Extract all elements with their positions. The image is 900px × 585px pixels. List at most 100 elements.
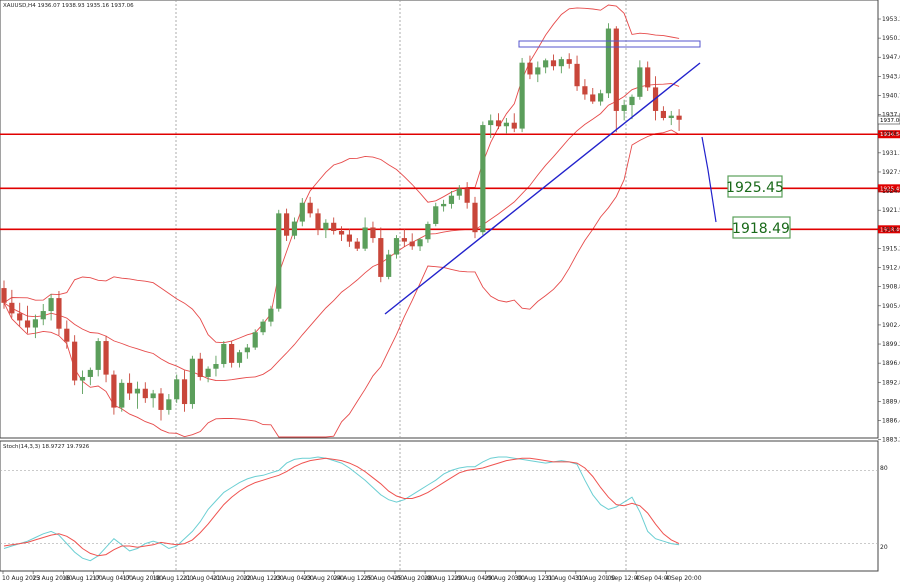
time-tick-label: 30 Aug 12:00 [515,575,556,582]
candle [441,199,447,212]
price-tick-label: 1943.85 [882,73,900,80]
time-tick-label: 25 Aug 04:00 [364,575,405,582]
candle [142,382,148,403]
candle [127,373,133,400]
candle [598,89,604,106]
candle [181,370,188,412]
stochastic-header: Stoch(14,3,3) 18.9727 19.7926 [3,444,90,450]
candle [590,87,596,104]
candle [472,196,478,239]
price-tick-label: 1905.60 [882,303,900,310]
candle [95,338,101,377]
target-label-2-text: 1918.49 [732,221,790,237]
candle [456,185,462,200]
time-tick-label: 23 Aug 20:00 [304,575,345,582]
candle [621,99,627,121]
price-tick-label: 1908.80 [882,284,900,291]
candle [260,319,266,336]
time-tick-label: 25 Aug 20:00 [394,575,435,582]
candle [409,233,415,250]
candle [213,355,219,377]
candle [519,57,525,133]
candle [40,303,46,326]
price-tick-label: 1883.25 [882,437,900,444]
candle [221,341,227,368]
candle [346,228,352,247]
candle [236,349,243,368]
time-tick-label: 1 Sep 12:00 [605,575,641,582]
price-tick-label: 1886.40 [882,418,900,425]
candle [417,238,423,252]
time-tick-label: 31 Aug 04:00 [545,575,586,582]
candle [629,94,635,120]
bollinger-lower [3,129,680,438]
price-tick-label: 1918.35 [882,226,900,233]
candle [79,370,86,395]
price-tick-label: 1912.00 [882,265,900,272]
candle [511,113,517,133]
candle [197,352,203,381]
price-tick-label: 1937.60 [882,112,900,119]
candlesticks [1,23,682,421]
price-tick-label: 1947.05 [882,54,900,61]
price-tick-label: 1921.55 [882,207,900,214]
level-price-tag-2 [878,184,900,193]
candle [370,221,376,243]
candle [64,320,70,349]
candle [268,305,274,327]
candle [613,26,619,133]
candle [291,217,298,240]
time-tick-label: 21 Aug 04:00 [183,575,224,582]
price-tick-label: 1896.00 [882,360,900,367]
price-tick-label: 1940.70 [882,92,900,99]
candle [252,329,258,350]
stoch-level-20: 20 [880,544,888,551]
candle [566,53,572,69]
time-tick-label: 29 Aug 20:00 [484,575,525,582]
symbol-header: XAUUSD,H4 1936.07 1938.93 1935.16 1937.0… [3,3,134,9]
candle [331,217,337,235]
candle [488,114,494,139]
candle [87,367,93,386]
candle [362,217,368,252]
level-price-tag-3 [878,225,900,234]
candle [103,335,109,383]
time-tick-label: 4 Sep 04:00 [635,575,671,582]
time-tick-label: 22 Aug 12:00 [243,575,284,582]
time-tick-label: 17 Aug 04:00 [92,575,133,582]
price-tick-label: 1924.80 [882,188,900,195]
price-tick-label: 1915.20 [882,245,900,252]
candle [480,121,486,236]
candle [205,366,211,383]
price-tick-label: 1931.15 [882,150,900,157]
candle [503,118,509,134]
candle [17,302,23,327]
time-tick-label: 31 Aug 20:00 [575,575,616,582]
candle [401,229,407,247]
candle [24,305,31,334]
candle [111,370,117,415]
analysis-drawings [384,40,717,315]
candle [276,209,282,312]
candle [637,60,643,100]
horizontal-levels: 1934.64 1925.45 1918.49 1937.06 [0,115,900,234]
level-price-tag-text-2: 1925.45 [880,186,900,192]
candle [284,208,290,242]
time-tick-label: 10 Aug 2023 [2,575,41,582]
candle [464,182,470,209]
candle [158,388,164,421]
candle [9,289,15,318]
candle [166,394,172,415]
candle [48,293,54,321]
candle [119,379,125,412]
candle [448,190,455,209]
level-price-tag-1 [878,130,900,139]
candle [32,314,38,339]
candle [299,198,305,227]
current-price-tag [877,115,900,125]
target-label-1: 1925.45 [726,175,784,198]
time-tick-label: 17 Aug 20:00 [123,575,164,582]
